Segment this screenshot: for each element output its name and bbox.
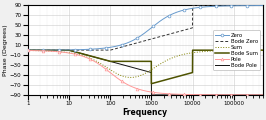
- Bode Zero: [231, 5, 234, 6]
- Line: Bode Pole: Bode Pole: [28, 50, 263, 95]
- Sum: [53, 51, 56, 52]
- Bode Pole: [231, 94, 234, 96]
- Sum: [261, 50, 264, 51]
- Zero: [26, 49, 29, 51]
- Line: Bode Zero: Bode Zero: [28, 6, 263, 50]
- Bode Zero: [126, 45, 130, 46]
- Legend: Zero, Bode Zero, Sum, Bode Sum, Pole, Bode Pole: Zero, Bode Zero, Sum, Bode Sum, Pole, Bo…: [213, 30, 260, 70]
- Sum: [231, 50, 234, 51]
- X-axis label: Frequency: Frequency: [123, 108, 168, 117]
- Pole: [231, 94, 234, 96]
- Bode Pole: [126, 66, 130, 67]
- Y-axis label: Phase (Degrees): Phase (Degrees): [3, 24, 9, 76]
- Pole: [53, 51, 56, 52]
- Zero: [116, 45, 119, 47]
- Bode Pole: [26, 49, 29, 51]
- Zero: [231, 5, 234, 6]
- Bode Zero: [191, 5, 194, 6]
- Bode Sum: [261, 49, 264, 51]
- Bode Sum: [150, 83, 153, 84]
- Zero: [67, 49, 70, 51]
- Bode Pole: [150, 94, 153, 96]
- Bode Pole: [256, 94, 260, 96]
- Pole: [261, 94, 264, 96]
- Bode Zero: [116, 47, 119, 49]
- Sum: [116, 73, 119, 75]
- Bode Pole: [261, 94, 264, 96]
- Zero: [261, 5, 264, 6]
- Line: Bode Sum: Bode Sum: [28, 50, 263, 84]
- Bode Sum: [116, 61, 119, 62]
- Bode Pole: [67, 49, 70, 51]
- Zero: [126, 42, 130, 43]
- Bode Zero: [26, 49, 29, 51]
- Sum: [129, 77, 132, 78]
- Bode Zero: [256, 5, 260, 6]
- Sum: [256, 50, 260, 51]
- Pole: [26, 50, 29, 51]
- Bode Sum: [231, 49, 234, 51]
- Bode Pole: [53, 49, 56, 51]
- Pole: [116, 78, 119, 79]
- Pole: [256, 94, 260, 96]
- Bode Zero: [67, 49, 70, 51]
- Bode Zero: [261, 5, 264, 6]
- Sum: [26, 50, 29, 51]
- Zero: [256, 5, 260, 6]
- Line: Sum: Sum: [28, 50, 263, 77]
- Bode Pole: [116, 63, 119, 64]
- Sum: [67, 52, 70, 53]
- Sum: [126, 77, 130, 78]
- Bode Sum: [67, 49, 70, 51]
- Zero: [53, 49, 56, 51]
- Bode Sum: [53, 49, 56, 51]
- Line: Zero: Zero: [26, 4, 264, 52]
- Line: Pole: Pole: [26, 49, 264, 96]
- Bode Sum: [256, 49, 260, 51]
- Bode Sum: [126, 61, 130, 62]
- Pole: [67, 52, 70, 54]
- Bode Sum: [26, 49, 29, 51]
- Pole: [126, 84, 130, 86]
- Bode Zero: [53, 49, 56, 51]
